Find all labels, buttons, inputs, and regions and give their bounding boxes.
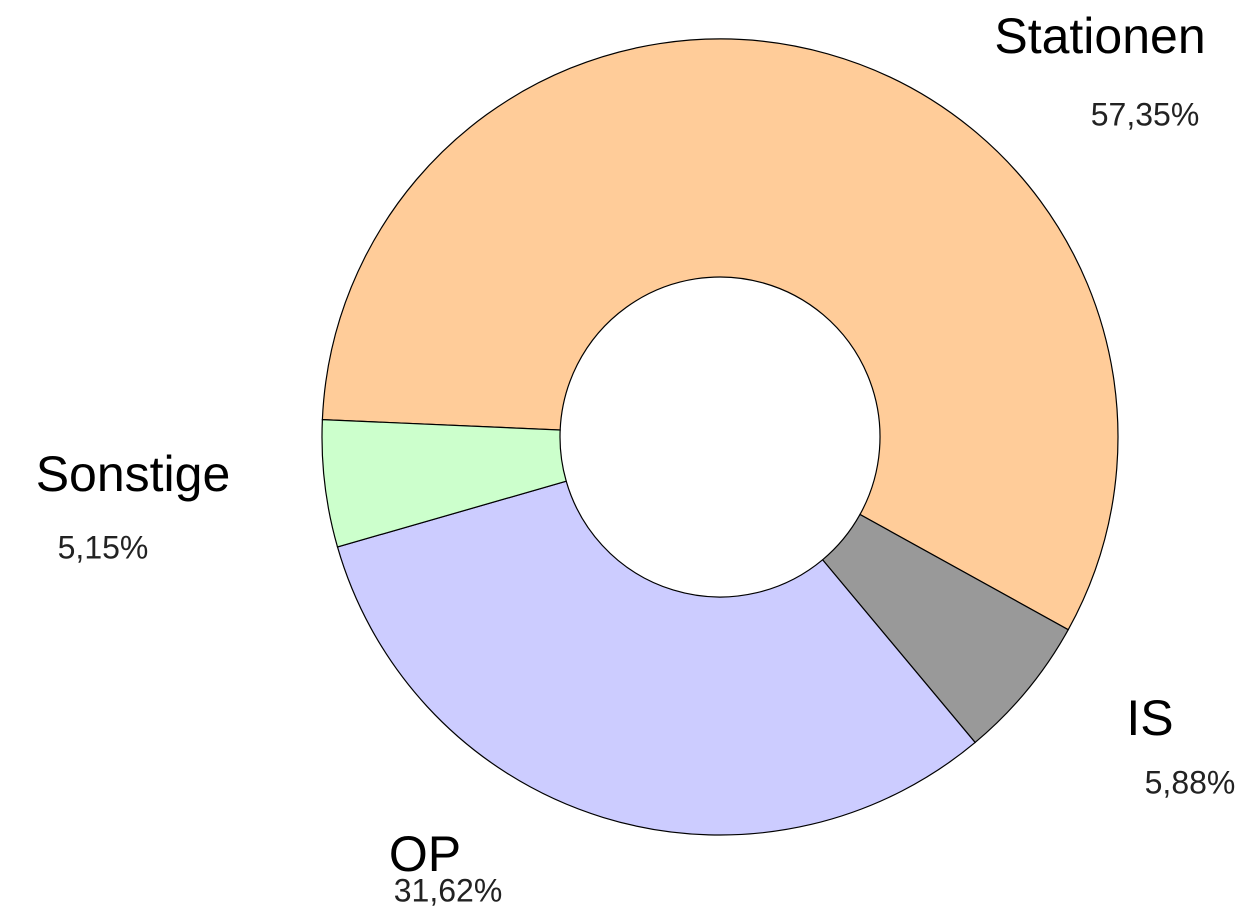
- category-label: Sonstige: [36, 446, 231, 502]
- value-label: 31,62%: [394, 872, 503, 908]
- value-label: 5,15%: [58, 529, 149, 565]
- category-label: IS: [1126, 690, 1173, 746]
- value-label: 57,35%: [1091, 96, 1200, 132]
- donut-segment: [336, 480, 976, 836]
- category-label: Stationen: [994, 8, 1205, 64]
- donut-segment: [321, 38, 1119, 631]
- category-label: OP: [389, 826, 461, 882]
- donut-segment: [321, 419, 567, 548]
- value-label: 5,88%: [1145, 764, 1236, 800]
